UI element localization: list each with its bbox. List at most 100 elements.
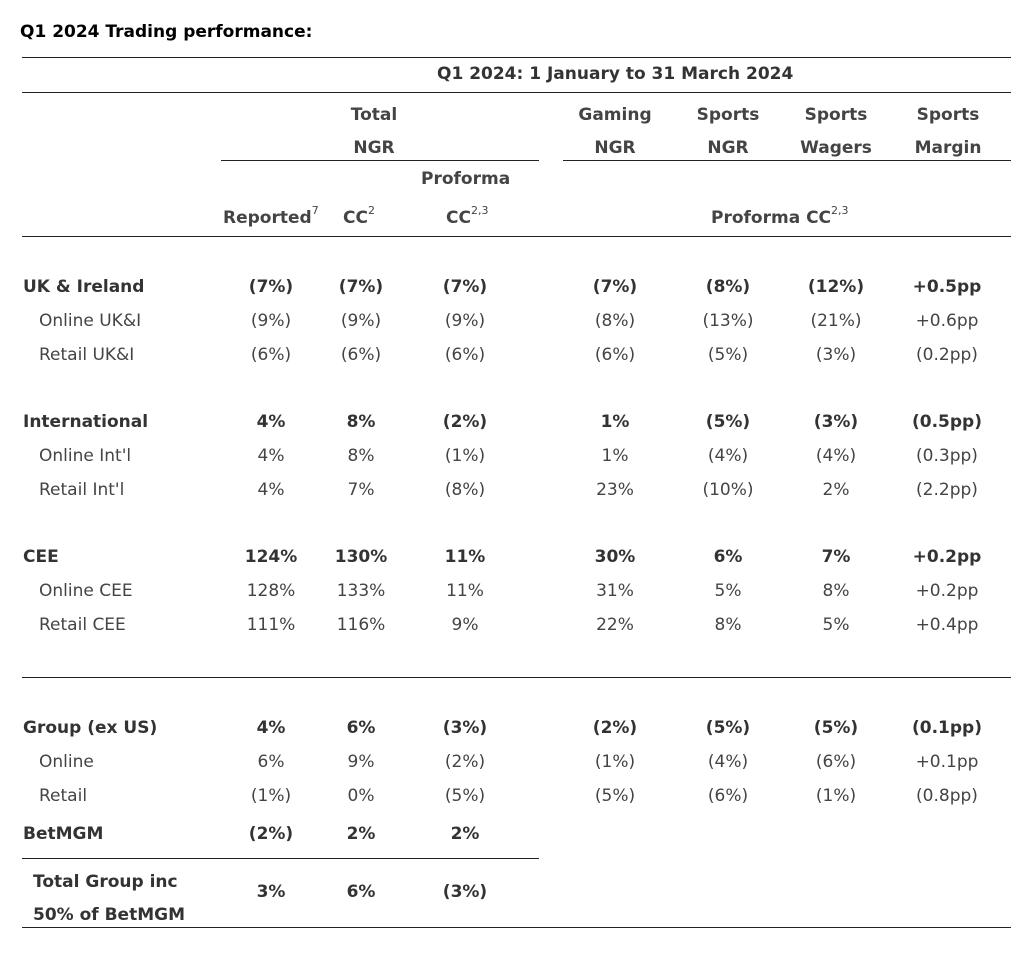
table-cell: (0.8pp) xyxy=(907,786,987,806)
subheader-cc: CC2 xyxy=(343,208,375,228)
table-cell: 9% xyxy=(425,615,505,635)
table-cell: 4% xyxy=(231,412,311,432)
table-cell: (3%) xyxy=(796,345,876,365)
table-cell: (2%) xyxy=(231,824,311,844)
table-cell: (0.3pp) xyxy=(907,446,987,466)
table-cell: (5%) xyxy=(688,718,768,738)
subheader-proforma: Proforma xyxy=(421,169,510,189)
table-cell: (9%) xyxy=(425,311,505,331)
subheader-cc-text: CC xyxy=(343,208,368,228)
table-cell: (7%) xyxy=(575,277,655,297)
col-total-ngr: Total NGR xyxy=(334,99,414,165)
subheader-reported-sup: 7 xyxy=(312,204,319,217)
table-cell: (3%) xyxy=(796,412,876,432)
subheader-proforma-cc: CC2,3 xyxy=(446,208,488,228)
table-cell: (3%) xyxy=(425,882,505,902)
table-cell: (6%) xyxy=(688,786,768,806)
row-label: Online UK&I xyxy=(39,311,141,331)
col-gaming-ngr-line2: NGR xyxy=(575,132,655,165)
table-cell: (5%) xyxy=(425,786,505,806)
table-cell: (6%) xyxy=(575,345,655,365)
table-cell: 2% xyxy=(796,480,876,500)
row-label: Online xyxy=(39,752,94,772)
table-cell: 22% xyxy=(575,615,655,635)
table-cell: 31% xyxy=(575,581,655,601)
row-label: BetMGM xyxy=(23,824,103,844)
table-cell: (6%) xyxy=(321,345,401,365)
row-label: Retail CEE xyxy=(39,615,126,635)
rule-total-top xyxy=(22,858,539,859)
table-cell: (8%) xyxy=(575,311,655,331)
table-cell: (6%) xyxy=(231,345,311,365)
table-cell: 2% xyxy=(321,824,401,844)
col-sports-margin: Sports Margin xyxy=(908,99,988,165)
row-label: Retail Int'l xyxy=(39,480,124,500)
table-cell: 116% xyxy=(321,615,401,635)
col-sports-ngr: Sports NGR xyxy=(688,99,768,165)
table-cell: (6%) xyxy=(796,752,876,772)
table-cell: 8% xyxy=(688,615,768,635)
table-cell: 1% xyxy=(575,412,655,432)
table-cell: 7% xyxy=(321,480,401,500)
rule-period xyxy=(22,92,1011,93)
table-cell: (12%) xyxy=(796,277,876,297)
table-cell: 6% xyxy=(688,547,768,567)
table-cell: 9% xyxy=(321,752,401,772)
table-cell: 124% xyxy=(231,547,311,567)
table-cell: (1%) xyxy=(796,786,876,806)
total-row-label-line1: Total Group inc xyxy=(33,866,185,899)
table-cell: (6%) xyxy=(425,345,505,365)
table-cell: +0.4pp xyxy=(907,615,987,635)
table-cell: 4% xyxy=(231,480,311,500)
table-cell: 4% xyxy=(231,446,311,466)
table-cell: 7% xyxy=(796,547,876,567)
table-cell: 11% xyxy=(425,547,505,567)
col-sports-wagers-line2: Wagers xyxy=(796,132,876,165)
table-cell: (13%) xyxy=(688,311,768,331)
table-cell: +0.2pp xyxy=(907,547,987,567)
subheader-proforma-cc-text: CC xyxy=(446,208,471,228)
row-label: Online CEE xyxy=(39,581,133,601)
table-cell: (7%) xyxy=(321,277,401,297)
total-row-label-line2: 50% of BetMGM xyxy=(33,899,185,932)
table-cell: 5% xyxy=(688,581,768,601)
table-cell: (2%) xyxy=(575,718,655,738)
table-cell: (9%) xyxy=(321,311,401,331)
table-cell: 8% xyxy=(321,446,401,466)
row-label: International xyxy=(23,412,148,432)
table-cell: (8%) xyxy=(425,480,505,500)
table-cell: +0.2pp xyxy=(907,581,987,601)
col-total-ngr-line1: Total xyxy=(334,99,414,132)
col-sports-margin-line2: Margin xyxy=(908,132,988,165)
table-cell: (2.2pp) xyxy=(907,480,987,500)
total-row-label: Total Group inc 50% of BetMGM xyxy=(33,866,185,932)
table-cell: 30% xyxy=(575,547,655,567)
row-label: Retail UK&I xyxy=(39,345,134,365)
row-label: CEE xyxy=(23,547,59,567)
table-cell: 23% xyxy=(575,480,655,500)
page-title: Q1 2024 Trading performance: xyxy=(20,22,312,42)
table-cell: 133% xyxy=(321,581,401,601)
subheader-cc-sup: 2 xyxy=(368,204,375,217)
col-gaming-ngr-line1: Gaming xyxy=(575,99,655,132)
col-sports-margin-line1: Sports xyxy=(908,99,988,132)
subheader-proforma-cc-sup: 2,3 xyxy=(471,204,489,217)
col-total-ngr-line2: NGR xyxy=(334,132,414,165)
row-label: Group (ex US) xyxy=(23,718,157,738)
table-cell: 130% xyxy=(321,547,401,567)
table-cell: 5% xyxy=(796,615,876,635)
table-cell: +0.5pp xyxy=(907,277,987,297)
row-label: UK & Ireland xyxy=(23,277,144,297)
table-cell: (5%) xyxy=(688,345,768,365)
table-cell: 1% xyxy=(575,446,655,466)
table-cell: (2%) xyxy=(425,412,505,432)
subheader-right-proforma-cc-sup: 2,3 xyxy=(831,204,849,217)
subheader-right-proforma-cc: Proforma CC2,3 xyxy=(711,208,849,228)
row-label: Online Int'l xyxy=(39,446,131,466)
table-cell: (5%) xyxy=(575,786,655,806)
table-cell: 111% xyxy=(231,615,311,635)
subheader-reported: Reported7 xyxy=(223,208,319,228)
table-cell: (1%) xyxy=(425,446,505,466)
table-cell: (1%) xyxy=(231,786,311,806)
table-cell: 8% xyxy=(321,412,401,432)
